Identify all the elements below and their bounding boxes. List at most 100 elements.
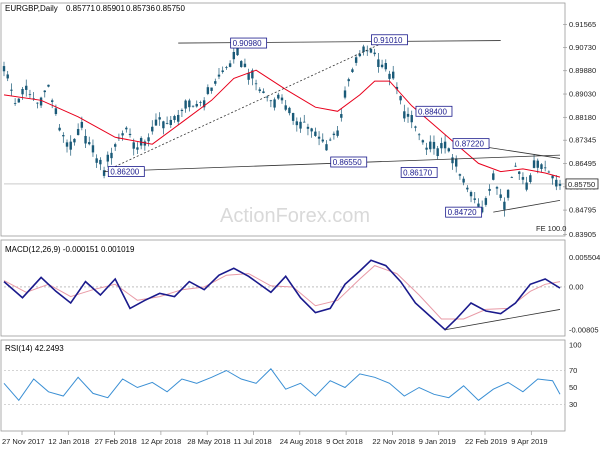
candle-body	[132, 142, 135, 149]
trendline	[103, 39, 390, 172]
candle-body	[521, 177, 525, 180]
chart-title: EURGBP,Daily	[5, 4, 58, 13]
candle-body	[73, 138, 76, 143]
candle-body	[488, 188, 491, 191]
price-y-tick-label: 0.89030	[569, 90, 596, 99]
candle-body	[50, 100, 54, 102]
candle-body	[543, 167, 547, 169]
candle-body	[165, 123, 169, 124]
candle-body	[202, 100, 206, 108]
candle-body	[28, 94, 32, 96]
x-tick-label: 27 Feb 2018	[95, 437, 137, 446]
candle-body	[102, 170, 106, 176]
candle-body	[54, 108, 58, 115]
price-label: 0.87220	[455, 140, 484, 149]
candle-body	[455, 158, 458, 167]
candle-body	[88, 142, 91, 145]
candle-body	[6, 74, 9, 79]
price-y-tick-label: 0.86495	[569, 159, 596, 168]
candle-body	[121, 133, 124, 136]
x-tick-label: 12 Jan 2018	[48, 437, 89, 446]
candle-body	[76, 129, 80, 136]
x-tick-label: 9 Apr 2019	[511, 437, 547, 446]
x-tick-label: 24 Aug 2018	[280, 437, 322, 446]
macd-title: MACD(12,26,9) -0.000151 0.001019	[5, 245, 135, 254]
candle-body	[473, 198, 476, 200]
candle-body	[125, 127, 128, 130]
price-label-box	[400, 167, 438, 178]
candle-body	[540, 164, 543, 169]
candle-body	[95, 158, 98, 163]
price-y-tick-label: 0.84795	[569, 206, 596, 215]
candle-body	[510, 177, 514, 179]
candle-body	[251, 70, 254, 79]
candle-body	[317, 136, 321, 139]
ohlc-high: 0.85901	[96, 4, 125, 13]
candle-body	[395, 86, 399, 90]
candle-body	[247, 72, 250, 80]
candle-body	[399, 96, 402, 101]
candle-body	[306, 126, 310, 129]
candle-body	[369, 48, 373, 53]
candle-body	[421, 140, 425, 143]
candle-body	[128, 133, 132, 136]
price-label-box	[230, 37, 268, 49]
candle-body	[518, 171, 521, 174]
rsi-pane: 100 70 50 30	[3, 341, 582, 409]
candle-body	[240, 61, 243, 67]
candle-body	[328, 139, 332, 141]
candle-body	[136, 147, 139, 150]
moving-average-line	[3, 69, 561, 178]
candle-body	[43, 90, 46, 93]
candle-body	[191, 105, 195, 107]
candle-body	[217, 74, 221, 77]
candle-body	[269, 100, 273, 102]
candle-body	[343, 90, 347, 98]
candle-body	[284, 105, 287, 110]
price-label-box	[445, 206, 483, 218]
price-pane-title: EURGBP,Daily 0.85771 0.85901 0.85736 0.8…	[5, 4, 185, 13]
rsi-line	[3, 368, 561, 402]
candle-body	[199, 102, 202, 103]
candle-body	[447, 148, 450, 152]
candle-body	[25, 85, 28, 90]
candle-body	[480, 207, 484, 213]
candle-body	[403, 111, 406, 119]
price-y-tick-label: 0.87345	[569, 136, 596, 145]
candle-body	[325, 144, 328, 151]
price-label: 0.90980	[233, 39, 262, 48]
candle-body	[547, 171, 551, 173]
candle-body	[2, 66, 6, 72]
candle-body	[417, 134, 421, 136]
candle-body	[147, 137, 150, 142]
candle-body	[347, 79, 350, 82]
ohlc-close: 0.85750	[156, 4, 185, 13]
candle-body	[17, 98, 21, 103]
candle-body	[99, 159, 102, 165]
candle-body	[451, 157, 454, 164]
candle-body	[384, 63, 387, 70]
candle-body	[314, 131, 317, 136]
price-y-tick-label: 0.89880	[569, 66, 596, 75]
candle-body	[36, 102, 39, 104]
candle-body	[303, 121, 306, 123]
price-label-box	[107, 166, 145, 177]
candle-body	[336, 130, 339, 136]
candle-body	[429, 141, 432, 150]
candle-body	[180, 109, 184, 112]
x-tick-label: 27 Nov 2017	[2, 437, 45, 446]
candle-body	[173, 116, 176, 120]
candle-body	[210, 87, 213, 91]
candle-body	[188, 100, 191, 108]
candle-body	[351, 69, 354, 73]
candle-body	[13, 103, 17, 104]
candle-body	[169, 119, 172, 125]
candle-body	[39, 97, 43, 106]
candle-body	[440, 143, 443, 149]
price-label-box	[371, 34, 408, 46]
candle-body	[354, 57, 358, 63]
candle-body	[158, 117, 161, 120]
price-label: 0.86170	[403, 168, 432, 177]
candle-body	[436, 148, 439, 157]
candle-body	[277, 94, 280, 99]
